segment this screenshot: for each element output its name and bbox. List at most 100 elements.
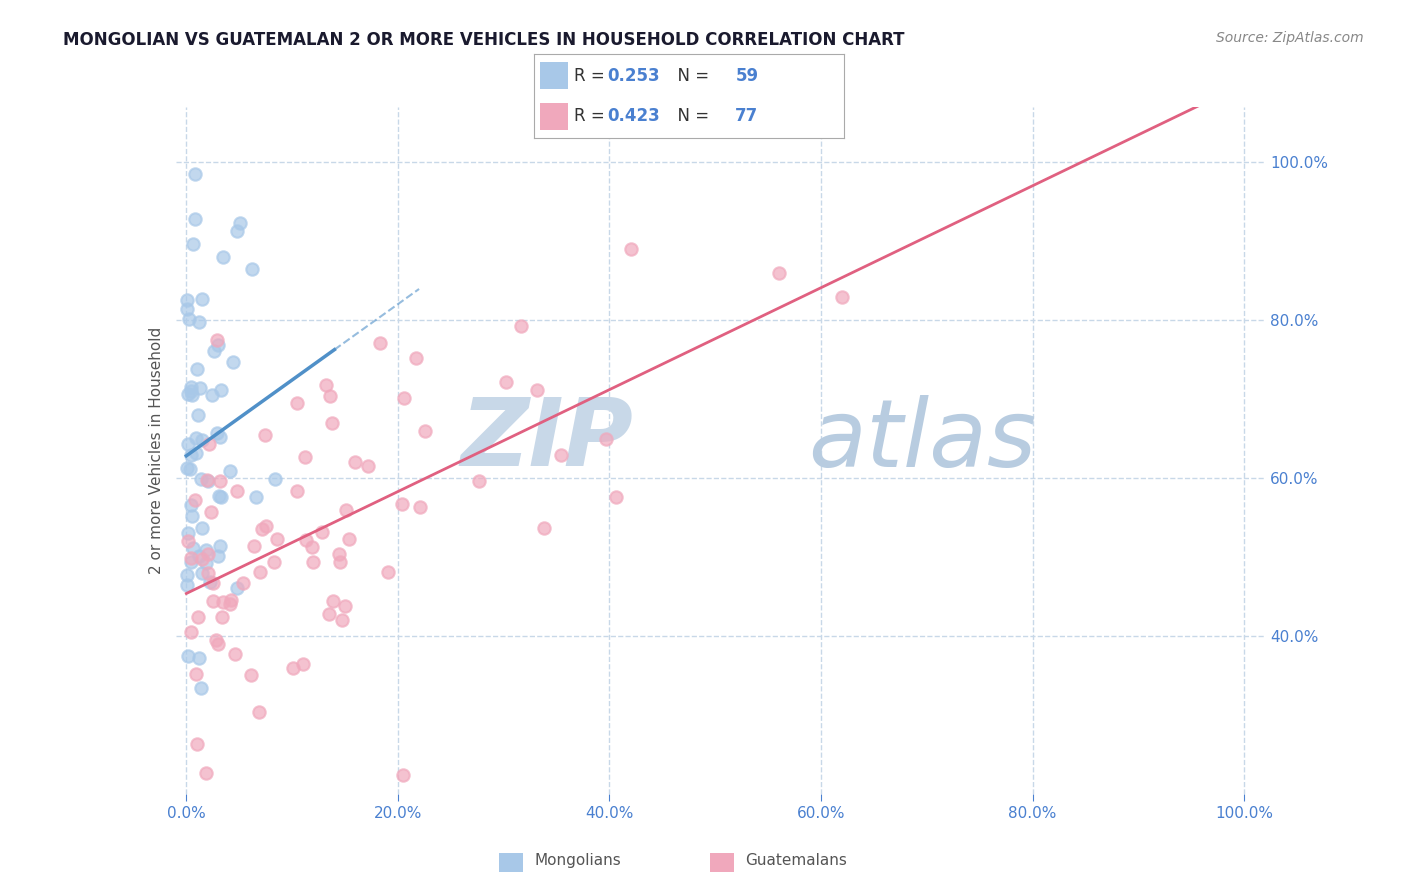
Point — [212, 595, 235, 609]
Point — [180, 380, 202, 394]
Point — [201, 594, 224, 608]
Point — [301, 540, 323, 554]
Point — [295, 533, 318, 547]
Point — [377, 565, 399, 579]
Point — [315, 377, 337, 392]
Point — [205, 633, 228, 648]
Point — [190, 381, 212, 395]
Point — [177, 648, 200, 663]
Point — [225, 581, 247, 595]
Point — [180, 448, 202, 462]
Point — [392, 768, 415, 782]
Text: ZIP: ZIP — [461, 394, 633, 486]
Text: 0.423: 0.423 — [607, 107, 659, 125]
Point — [202, 343, 225, 358]
Point — [197, 474, 219, 488]
Point — [243, 539, 266, 553]
Point — [831, 289, 853, 303]
Point — [188, 549, 211, 564]
Point — [190, 521, 212, 535]
Point — [179, 462, 201, 476]
Point — [249, 566, 271, 580]
Point — [176, 577, 198, 591]
Point — [224, 647, 246, 661]
Text: MONGOLIAN VS GUATEMALAN 2 OR MORE VEHICLES IN HOUSEHOLD CORRELATION CHART: MONGOLIAN VS GUATEMALAN 2 OR MORE VEHICL… — [63, 31, 905, 49]
Point — [200, 505, 222, 519]
Point — [207, 338, 229, 352]
Point — [208, 539, 231, 553]
Text: R =: R = — [575, 107, 610, 125]
Point — [221, 593, 243, 607]
Point — [194, 542, 217, 557]
Point — [254, 519, 277, 533]
Point — [405, 351, 427, 365]
Point — [322, 594, 344, 608]
Point — [311, 524, 333, 539]
Point — [247, 706, 270, 720]
Point — [287, 484, 309, 499]
Point — [177, 437, 200, 451]
Point — [190, 566, 212, 580]
Point — [409, 500, 432, 514]
Point — [232, 575, 254, 590]
Point — [176, 302, 198, 317]
Text: Guatemalans: Guatemalans — [745, 853, 846, 868]
Point — [180, 498, 202, 512]
Point — [219, 465, 242, 479]
Point — [208, 430, 231, 444]
Point — [195, 474, 218, 488]
Point — [176, 293, 198, 308]
Point — [190, 552, 212, 566]
Point — [343, 455, 366, 469]
Point — [240, 668, 263, 682]
Point — [264, 472, 287, 486]
Point — [176, 567, 198, 582]
Point — [318, 607, 340, 621]
Point — [205, 425, 228, 440]
Point — [509, 319, 531, 334]
Point — [180, 624, 202, 639]
Point — [194, 765, 217, 780]
Point — [207, 489, 229, 503]
Point — [250, 522, 273, 536]
Text: N =: N = — [668, 67, 714, 85]
Point — [391, 497, 413, 511]
Point — [357, 459, 380, 474]
Point — [201, 388, 224, 402]
Point — [245, 490, 267, 504]
Point — [222, 355, 245, 369]
Point — [184, 211, 207, 226]
Point — [180, 555, 202, 569]
Point — [195, 556, 218, 570]
Point — [620, 242, 643, 256]
Point — [605, 490, 627, 504]
Point — [177, 525, 200, 540]
Point — [294, 450, 316, 465]
Point — [291, 657, 314, 671]
Point — [207, 549, 229, 563]
Point — [550, 448, 572, 462]
Point — [188, 650, 211, 665]
Point — [190, 681, 212, 696]
Point — [281, 661, 304, 675]
Point — [184, 446, 207, 460]
Y-axis label: 2 or more Vehicles in Household: 2 or more Vehicles in Household — [149, 326, 165, 574]
Point — [321, 416, 343, 430]
Point — [190, 433, 212, 447]
Point — [205, 333, 228, 347]
Point — [533, 520, 555, 534]
Point — [329, 555, 352, 569]
Point — [202, 576, 225, 591]
Point — [253, 427, 276, 442]
Point — [191, 292, 214, 306]
Text: 0.253: 0.253 — [607, 67, 659, 85]
Text: R =: R = — [575, 67, 610, 85]
Point — [333, 599, 356, 613]
Point — [186, 362, 208, 376]
Point — [181, 508, 204, 523]
Point — [266, 533, 288, 547]
Point — [211, 251, 233, 265]
Text: 59: 59 — [735, 67, 758, 85]
Point — [187, 610, 209, 624]
Point — [211, 609, 233, 624]
